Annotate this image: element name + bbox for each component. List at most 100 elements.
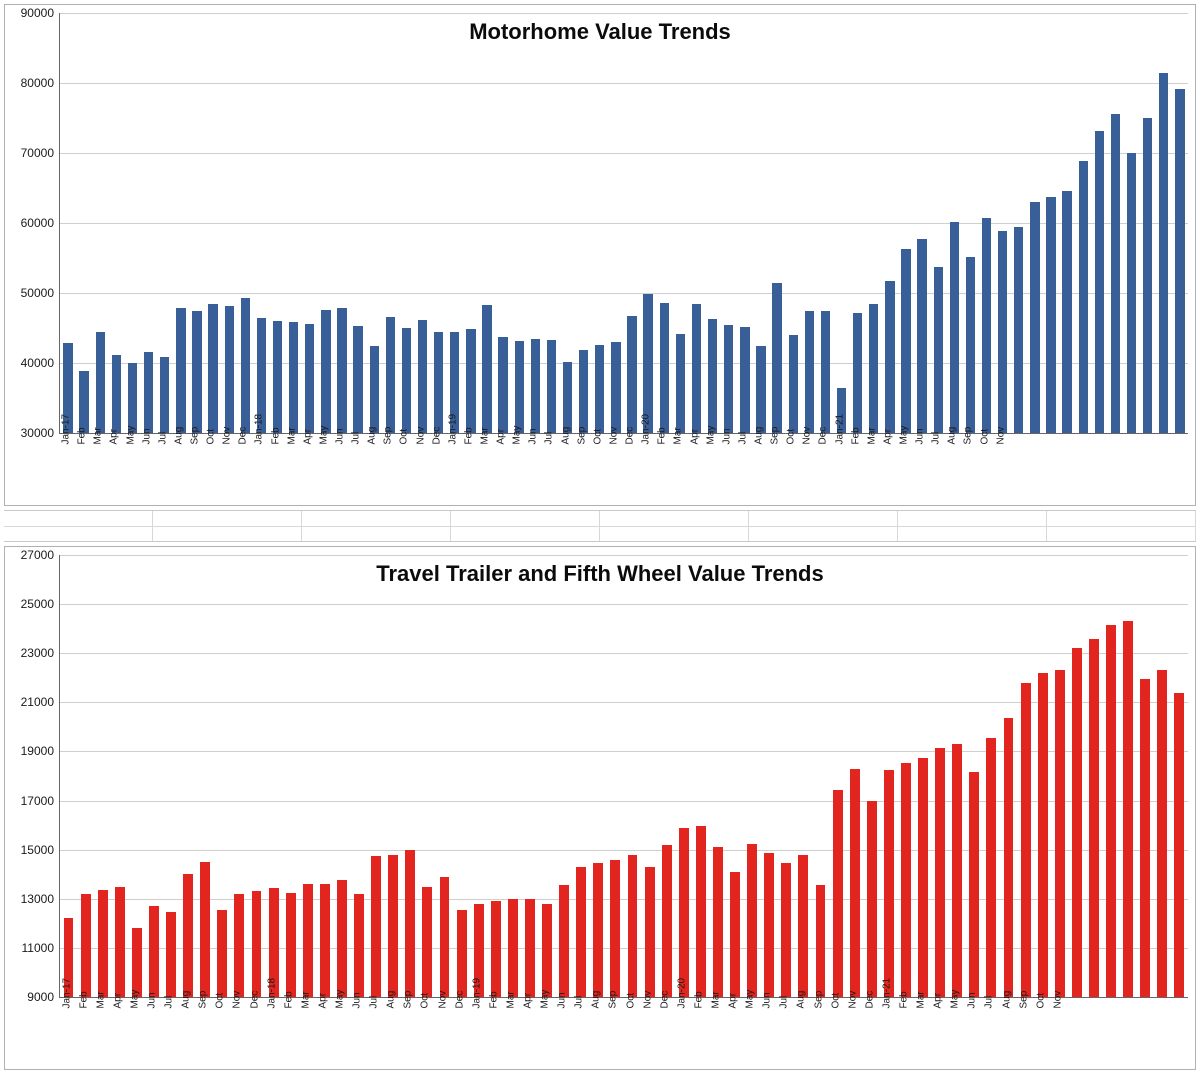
bar [1123,621,1133,997]
x-tick-label: Oct [592,427,603,445]
bar [217,910,227,997]
bar [289,322,298,433]
bar [128,363,137,433]
x-tick-label: Sep [189,425,200,445]
x-tick-label: Dec [659,989,670,1009]
x-tick-label: Apr [882,427,893,445]
y-tick-label: 19000 [21,744,54,758]
bar [952,744,962,997]
x-tick-label: May [950,988,961,1009]
bar [850,769,860,997]
bar [434,332,443,434]
y-gridline [60,899,1188,900]
bar [679,828,689,997]
x-tick-label: Nov [608,425,619,445]
y-gridline [60,653,1188,654]
bar [1174,693,1184,997]
bar [183,874,193,997]
x-tick-label: Feb [899,989,910,1008]
spreadsheet-cell [451,511,600,526]
bar [950,222,959,433]
x-tick-label: May [540,988,551,1009]
x-tick-label: Aug [796,989,807,1009]
bar [1089,639,1099,998]
bar [418,320,427,433]
bar [81,894,91,997]
x-tick-label: Feb [488,989,499,1008]
x-tick-label: Mar [95,989,106,1008]
y-gridline [60,153,1188,154]
x-tick-label: Mar [480,425,491,444]
spreadsheet-cell [749,527,898,542]
x-tick-label: Aug [947,425,958,445]
bar [225,306,234,433]
y-tick-label: 23000 [21,646,54,660]
x-tick-label: Apr [728,991,739,1009]
spreadsheet-cell [451,527,600,542]
y-gridline [60,13,1188,14]
x-tick-label: Feb [850,425,861,444]
bar [730,872,740,997]
x-tick-label: Aug [367,425,378,445]
x-tick-label: Jul [931,430,942,445]
bar [559,885,569,997]
bar [853,313,862,433]
y-tick-label: 17000 [21,794,54,808]
x-tick-label: Jun [915,426,926,444]
bar [1159,73,1168,433]
bar [1157,670,1167,997]
bar [982,218,991,433]
bar [696,826,706,997]
bar [337,308,346,433]
spreadsheet-row [4,527,1196,542]
x-tick-label: Jul [157,430,168,445]
x-tick-label: Jan-21 [834,412,845,445]
x-tick-label: Jul [369,994,380,1009]
spreadsheet-cell [4,511,153,526]
bar [542,904,552,997]
bar [1079,161,1088,433]
x-tick-label: Nov [802,425,813,445]
bar [305,324,314,433]
bar [422,887,432,998]
bar [371,856,381,997]
y-tick-label: 27000 [21,548,54,562]
y-gridline [60,801,1188,802]
x-tick-label: Jan-20 [676,976,687,1009]
x-tick-label: Apr [689,427,700,445]
x-tick-label: Mar [300,989,311,1008]
bar [713,847,723,997]
bar [457,910,467,997]
x-tick-label: Dec [238,425,249,445]
motorhome-plot-area: 30000400005000060000700008000090000Jan-1… [59,13,1188,434]
spreadsheet-row [4,511,1196,526]
bar [1143,118,1152,433]
x-tick-label: Oct [215,991,226,1009]
x-tick-label: Jul [779,994,790,1009]
motorhome-chart-panel: Motorhome Value Trends 30000400005000060… [4,4,1196,506]
x-tick-label: Oct [625,991,636,1009]
x-tick-label: Oct [830,991,841,1009]
page: Motorhome Value Trends 30000400005000060… [0,4,1200,1070]
y-gridline [60,83,1188,84]
x-tick-label: Jun [762,990,773,1008]
spreadsheet-strip [4,510,1196,542]
x-tick-label: Sep [198,989,209,1009]
x-tick-label: May [129,988,140,1009]
bar [781,863,791,997]
spreadsheet-cell [898,511,1047,526]
bar [563,362,572,433]
bar [160,357,169,433]
y-gridline [60,555,1188,556]
x-tick-label: Oct [979,427,990,445]
bar [1004,718,1014,997]
x-tick-label: Feb [283,989,294,1008]
x-tick-label: Jul [164,994,175,1009]
x-tick-label: Nov [437,989,448,1009]
bar [1140,679,1150,997]
x-tick-label: Jul [544,430,555,445]
bar [611,342,620,433]
x-tick-label: Oct [206,427,217,445]
y-tick-label: 90000 [21,6,54,20]
spreadsheet-cell [749,511,898,526]
